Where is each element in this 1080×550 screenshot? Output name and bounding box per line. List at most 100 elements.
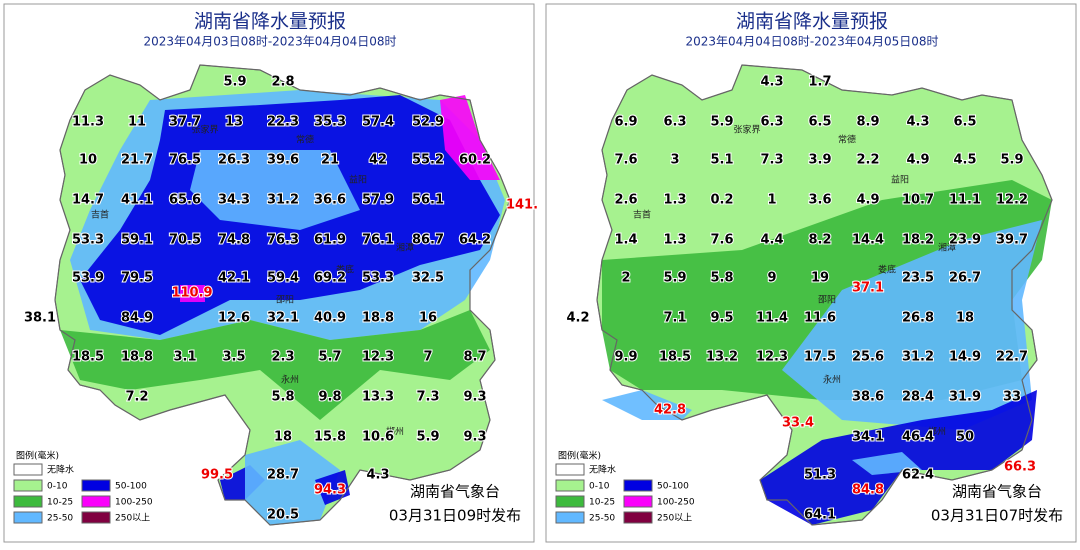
rain-value: 60.2: [459, 153, 491, 168]
rain-value: 15.8: [314, 430, 346, 445]
rain-value: 38.6: [852, 390, 884, 405]
rain-region: [782, 220, 1042, 430]
rain-value: 19: [811, 271, 829, 286]
legend-swatch: [623, 511, 653, 524]
rain-value: 9.3: [463, 430, 486, 445]
rain-value: 4.4: [760, 233, 783, 248]
rain-value: 57.4: [362, 115, 394, 130]
city-name: 吉首: [633, 209, 651, 221]
city-name: 吉首: [91, 209, 109, 221]
rain-value: 31.9: [949, 390, 981, 405]
legend-label: 100-250: [115, 498, 153, 508]
rain-value: 12.3: [756, 350, 788, 365]
rain-value: 51.3: [804, 468, 836, 483]
province-border: [54, 64, 511, 526]
rain-value: 23.9: [949, 233, 981, 248]
rain-value: 21: [321, 153, 339, 168]
rain-value: 32.1: [267, 311, 299, 326]
rain-value: 7.1: [663, 311, 686, 326]
rain-value: 37.1: [852, 281, 884, 296]
rain-value: 18.5: [72, 350, 104, 365]
rain-value: 64.1: [804, 508, 836, 523]
rain-value: 7.2: [125, 390, 148, 405]
legend-swatch: [13, 479, 43, 492]
rain-value: 10.7: [902, 193, 934, 208]
rain-value: 6.5: [953, 115, 976, 130]
rain-value: 110.9: [171, 286, 212, 301]
rain-value: 39.7: [996, 233, 1028, 248]
legend-swatch: [81, 495, 111, 508]
rain-value: 5.9: [416, 430, 439, 445]
legend-label: 250以上: [657, 513, 692, 524]
rain-value: 37.7: [169, 115, 201, 130]
legend-swatch: [623, 479, 653, 492]
rain-value: 33.4: [782, 416, 814, 431]
legend-swatch: [555, 479, 585, 492]
legend-label: 100-250: [657, 498, 695, 508]
rain-value: 7.3: [760, 153, 783, 168]
rain-value: 5.8: [710, 271, 733, 286]
city-name: 娄底: [336, 264, 354, 276]
legend-swatch: [13, 511, 43, 524]
city-name: 永州: [823, 374, 841, 386]
rain-value: 59.4: [267, 271, 299, 286]
rain-value: 2.8: [271, 75, 294, 90]
legend-label: 无降水: [589, 464, 616, 476]
rain-value: 76.3: [267, 233, 299, 248]
rain-value: 84.9: [121, 311, 153, 326]
rain-value: 70.5: [169, 233, 201, 248]
city-name: 娄底: [878, 264, 896, 276]
publisher: 湖南省气象台: [952, 483, 1042, 501]
city-name: 张家界: [733, 124, 760, 136]
rain-value: 28.7: [267, 468, 299, 483]
rain-value: 23.5: [902, 271, 934, 286]
city-name: 常德: [838, 134, 856, 146]
rain-value: 94.3: [314, 483, 346, 498]
rain-value: 0.2: [710, 193, 733, 208]
legend-label: 25-50: [47, 514, 73, 524]
rain-value: 65.6: [169, 193, 201, 208]
rain-value: 26.7: [949, 271, 981, 286]
rain-value: 17.5: [804, 350, 836, 365]
rain-value: 7.6: [614, 153, 637, 168]
rain-value: 1: [767, 193, 776, 208]
rain-value: 4.9: [906, 153, 929, 168]
rain-value: 36.6: [314, 193, 346, 208]
rain-value: 12.2: [996, 193, 1028, 208]
city-name: 益阳: [891, 174, 909, 186]
rain-value: 10.6: [362, 430, 394, 445]
rain-region: [60, 310, 490, 420]
rain-value: 18.5: [659, 350, 691, 365]
rain-value: 18.8: [362, 311, 394, 326]
rain-value: 141.: [506, 198, 538, 213]
rain-value: 9.5: [710, 311, 733, 326]
rain-value: 76.1: [362, 233, 394, 248]
issue-time: 03月31日07时发布: [931, 507, 1063, 525]
rain-value: 14.9: [949, 350, 981, 365]
rain-value: 66.3: [1004, 460, 1036, 475]
rain-value: 4.2: [566, 311, 589, 326]
rain-value: 4.9: [856, 193, 879, 208]
rain-value: 2.6: [614, 193, 637, 208]
province-border: [596, 64, 1053, 526]
rain-value: 3: [670, 153, 679, 168]
rain-value: 1.7: [808, 75, 831, 90]
rain-value: 34.3: [218, 193, 250, 208]
rain-value: 69.2: [314, 271, 346, 286]
rain-value: 5.9: [663, 271, 686, 286]
rain-value: 26.8: [902, 311, 934, 326]
rain-value: 41.1: [121, 193, 153, 208]
rain-value: 61.9: [314, 233, 346, 248]
city-name: 湘潭: [938, 242, 956, 254]
rain-value: 4.3: [366, 468, 389, 483]
rain-value: 79.5: [121, 271, 153, 286]
city-name: 邵阳: [818, 295, 836, 306]
rain-value: 42.1: [218, 271, 250, 286]
rain-value: 16: [419, 311, 437, 326]
rain-value: 4.5: [953, 153, 976, 168]
rain-value: 11.4: [756, 311, 788, 326]
rain-value: 28.4: [902, 390, 934, 405]
issue-time: 03月31日09时发布: [389, 507, 521, 525]
